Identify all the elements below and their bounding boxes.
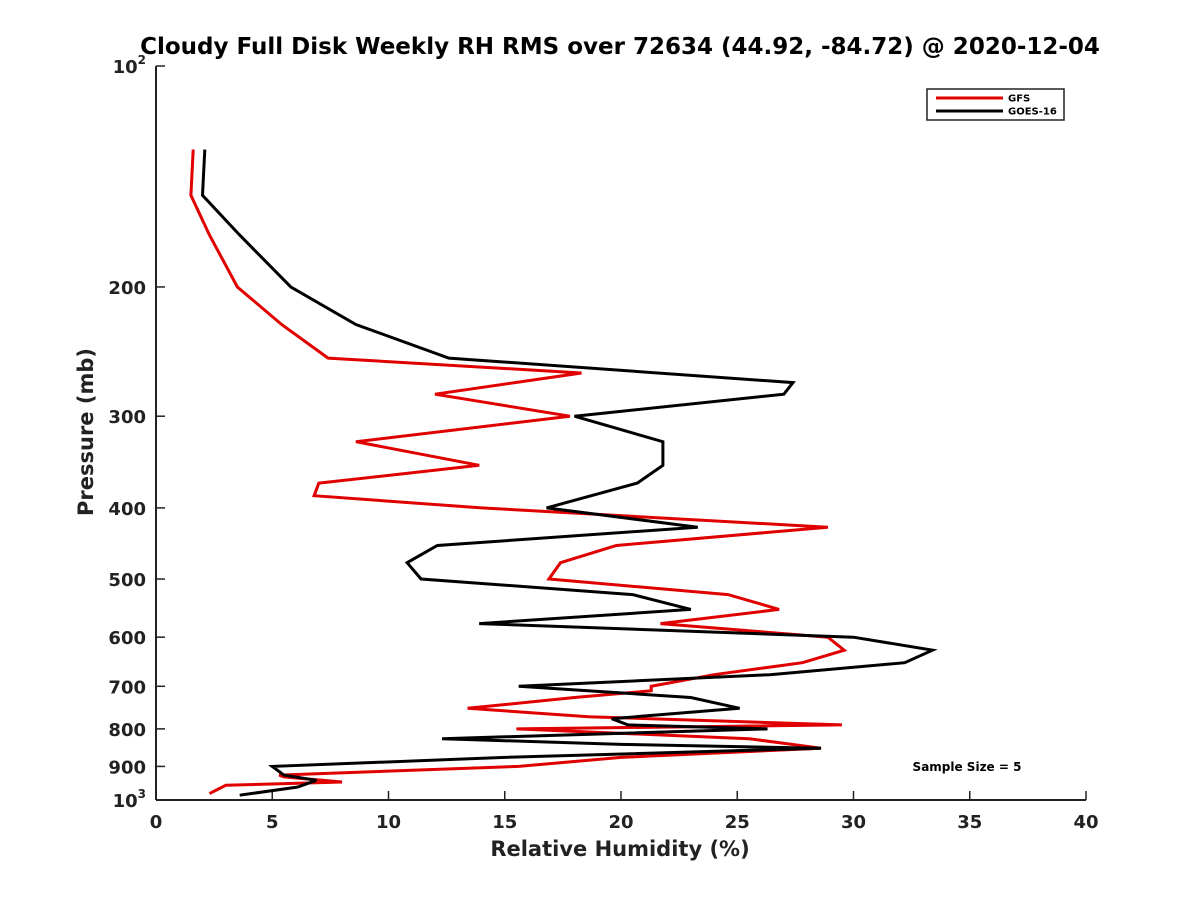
chart-series (189, 149, 938, 797)
x-tick-label: 20 (608, 812, 633, 833)
y-axis-label: Pressure (mb) (74, 348, 98, 516)
y-tick-label: 200 (108, 278, 146, 299)
legend-box (926, 88, 1065, 121)
chart-title: Cloudy Full Disk Weekly RH RMS over 7263… (140, 34, 1100, 60)
series-line-goes-16 (200, 149, 938, 797)
x-axis-label: Relative Humidity (%) (490, 837, 749, 861)
y-tick-label: 600 (108, 628, 146, 649)
legend-label: GOES-16 (1008, 107, 1057, 118)
y-tick-label: 300 (108, 407, 146, 428)
y-tick-label: 102 (113, 53, 146, 78)
x-tick-label: 0 (150, 812, 163, 833)
x-tick-label: 25 (725, 812, 750, 833)
y-tick-label: 800 (108, 720, 146, 741)
series-line-gfs (189, 149, 848, 795)
y-tick-label: 900 (108, 757, 146, 778)
x-tick-label: 5 (266, 812, 279, 833)
y-tick-label: 400 (108, 499, 146, 520)
x-tick-label: 15 (492, 812, 517, 833)
sample-size-annotation: Sample Size = 5 (913, 760, 1022, 774)
x-tick-label: 35 (957, 812, 982, 833)
x-tick-label: 10 (376, 812, 401, 833)
y-tick-label: 103 (113, 787, 146, 812)
x-tick-label: 30 (841, 812, 866, 833)
y-tick-label: 500 (108, 570, 146, 591)
chart-legend: GFS GOES-16 (926, 88, 1065, 121)
y-tick-label: 700 (108, 677, 146, 698)
x-tick-label: 40 (1073, 812, 1098, 833)
legend-label: GFS (1008, 94, 1030, 105)
chart-axes: 0 5 10 15 20 25 30 35 40 102 200 300 400 500 600 700 800… (108, 53, 1098, 833)
